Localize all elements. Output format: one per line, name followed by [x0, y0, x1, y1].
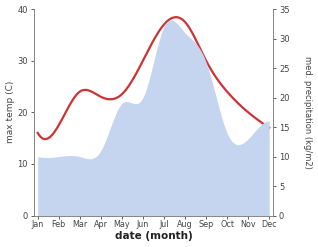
X-axis label: date (month): date (month) — [114, 231, 192, 242]
Y-axis label: med. precipitation (kg/m2): med. precipitation (kg/m2) — [303, 56, 313, 169]
Y-axis label: max temp (C): max temp (C) — [5, 81, 15, 144]
